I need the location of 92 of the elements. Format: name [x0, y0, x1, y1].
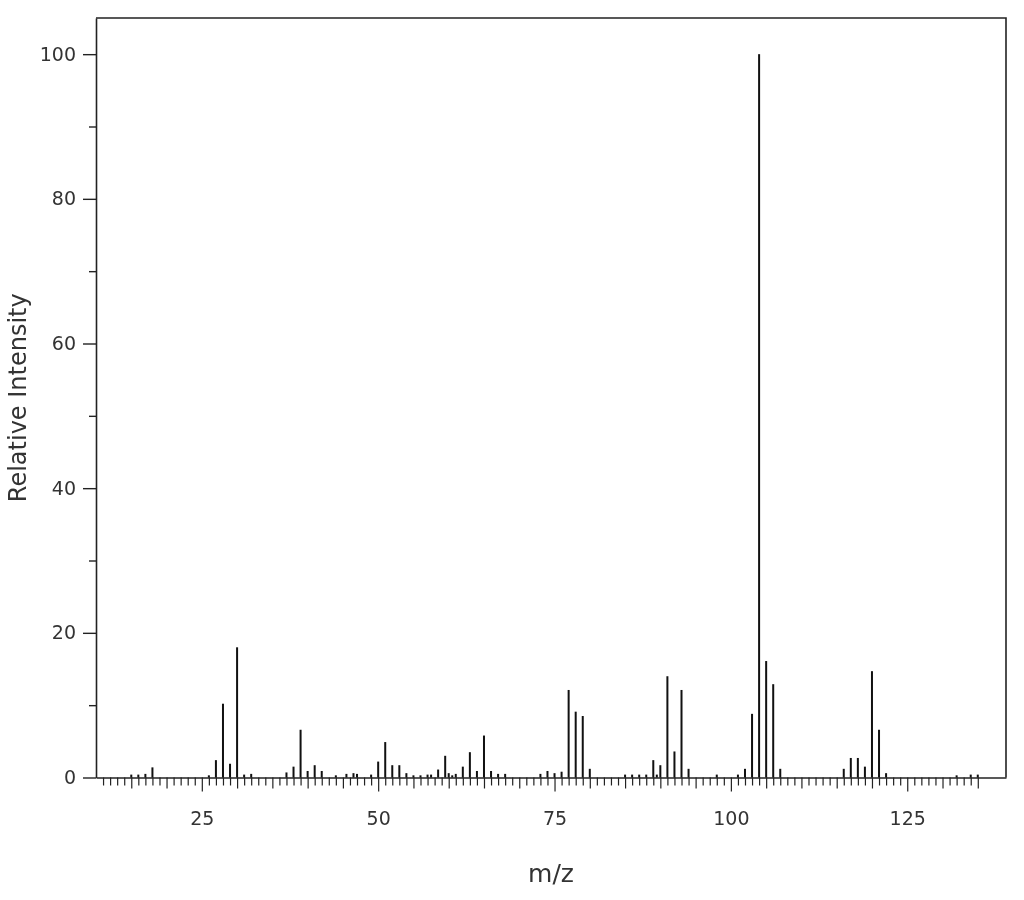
bar — [659, 765, 662, 778]
bar — [567, 689, 570, 778]
y-tick-label: 20 — [51, 621, 76, 644]
x-tick-label: 100 — [713, 806, 750, 829]
bar — [482, 735, 485, 778]
bar — [475, 770, 478, 778]
bar — [553, 773, 556, 778]
bar — [652, 760, 655, 778]
y-tick-label: 60 — [51, 332, 76, 355]
bar — [306, 770, 309, 778]
bar — [207, 775, 210, 778]
bar — [447, 773, 450, 778]
bar — [645, 774, 648, 778]
y-tick-label: 0 — [63, 766, 76, 789]
bar — [976, 774, 979, 778]
bar — [638, 774, 641, 778]
bar — [856, 757, 859, 778]
bar — [451, 775, 454, 778]
bar — [504, 773, 507, 778]
bar — [250, 773, 253, 778]
bar — [151, 767, 154, 778]
bar — [454, 773, 457, 778]
y-axis-title: Relative Intensity — [4, 293, 32, 503]
bar — [419, 775, 422, 778]
x-tick-label: 75 — [542, 806, 568, 829]
bar — [370, 774, 373, 778]
bar — [320, 770, 323, 778]
bar — [878, 729, 881, 778]
bar — [405, 773, 408, 778]
bar — [398, 765, 401, 778]
x-tick-label: 50 — [366, 806, 391, 829]
bar — [352, 773, 355, 778]
x-tick-label: 25 — [190, 806, 215, 829]
bar — [345, 773, 348, 778]
bar — [624, 774, 627, 778]
bar — [313, 765, 316, 778]
bar — [144, 773, 147, 778]
bar — [588, 768, 591, 778]
bar — [292, 766, 295, 778]
bar — [497, 773, 500, 778]
bar — [299, 729, 302, 778]
bar — [885, 773, 888, 778]
bar — [137, 774, 140, 778]
bar — [751, 713, 754, 778]
bar — [236, 647, 239, 778]
bar — [539, 773, 542, 778]
bar — [772, 684, 775, 778]
bar — [490, 770, 493, 778]
bar — [743, 768, 746, 778]
bar — [955, 775, 958, 778]
bar — [334, 775, 337, 778]
bar — [221, 703, 224, 778]
bar — [849, 757, 852, 778]
bar — [384, 742, 387, 778]
bar — [969, 774, 972, 778]
bar — [687, 768, 690, 778]
bar — [437, 769, 440, 778]
bar — [430, 774, 433, 778]
bar — [631, 774, 634, 778]
bar — [243, 774, 246, 778]
bar — [426, 774, 429, 778]
bar — [863, 766, 866, 778]
bar — [666, 676, 669, 778]
bar — [285, 772, 288, 778]
y-tick-label: 100 — [39, 42, 76, 65]
y-tick-label: 80 — [51, 187, 76, 210]
bar — [673, 751, 676, 778]
bar — [680, 689, 683, 778]
bar — [214, 760, 217, 778]
bar — [715, 774, 718, 778]
bar — [765, 661, 768, 778]
bar — [356, 773, 359, 778]
bar — [736, 774, 739, 778]
bar — [779, 768, 782, 778]
bar — [229, 763, 232, 778]
x-tick-label: 125 — [889, 806, 926, 829]
x-axis-title: m/z — [528, 859, 574, 888]
bar — [574, 711, 577, 778]
bar — [581, 716, 584, 778]
bar — [758, 54, 761, 778]
bar — [546, 770, 549, 778]
y-tick-label: 40 — [51, 476, 76, 499]
bar — [444, 755, 447, 778]
bar — [377, 761, 380, 778]
bar — [130, 774, 133, 778]
bar — [842, 768, 845, 778]
bar — [560, 771, 563, 778]
bar — [391, 765, 394, 778]
bar — [870, 671, 873, 778]
bar — [412, 775, 415, 778]
bar — [468, 752, 471, 778]
bar — [461, 766, 464, 778]
